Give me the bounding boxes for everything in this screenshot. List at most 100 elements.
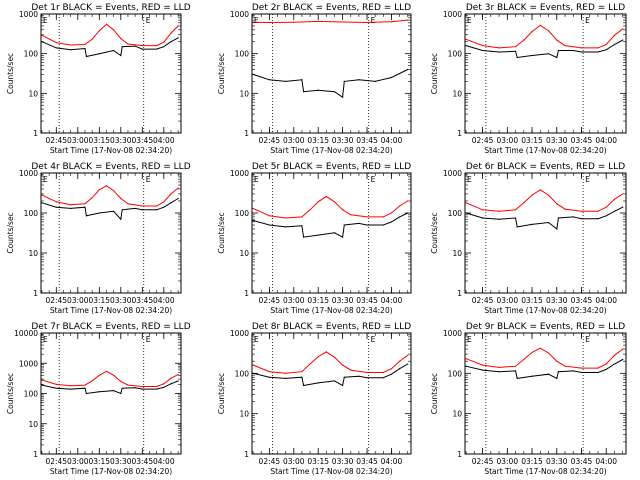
x-tick-label: 03:30: [110, 457, 132, 466]
data-point-red: [597, 367, 599, 369]
x-tick-label: 03:00: [67, 296, 89, 305]
data-point-black: [366, 224, 368, 226]
data-point-black: [70, 388, 72, 390]
data-point-black: [358, 222, 360, 224]
data-point-red: [580, 367, 583, 369]
data-point-black: [302, 384, 305, 387]
data-point-red: [399, 205, 401, 207]
data-point-black: [498, 51, 500, 53]
y-tick-label: 10: [239, 410, 249, 419]
data-point-black: [170, 41, 172, 43]
data-point-red: [120, 197, 122, 200]
data-point-red: [498, 210, 500, 212]
data-point-black: [514, 370, 517, 372]
data-point-black: [85, 392, 87, 395]
data-point-black: [252, 372, 254, 374]
data-point-black: [557, 49, 560, 52]
panel-5: Det 5r BLACK = Events, RED = LLD 1 10 100 10…: [217, 162, 412, 315]
data-point-black: [285, 377, 287, 379]
corner-annotation: E: [254, 175, 259, 184]
data-point-black: [343, 80, 345, 82]
x-tick-label: 03:45: [131, 457, 153, 466]
data-point-black: [516, 377, 518, 379]
data-point-black: [547, 53, 550, 55]
data-point-red: [350, 369, 352, 371]
x-axis-label: Start Time (17-Nov-08 02:34:20): [484, 467, 606, 476]
data-point-red: [333, 201, 336, 203]
data-point-red: [523, 202, 525, 204]
data-point-black: [514, 217, 517, 219]
y-tick-label: 1000: [230, 169, 249, 178]
data-point-red: [98, 30, 100, 32]
data-point-red: [465, 38, 467, 40]
data-point-red: [113, 190, 115, 192]
data-point-red: [120, 380, 122, 383]
data-point-red: [390, 368, 393, 370]
data-point-black: [605, 49, 607, 51]
data-point-red: [514, 365, 517, 367]
data-point-red: [407, 354, 409, 356]
x-tick-label: 03:30: [110, 296, 132, 305]
data-point-red: [539, 24, 541, 26]
y-tick-label: 1000: [443, 169, 462, 178]
data-point-red: [465, 358, 467, 360]
data-point-red: [622, 28, 624, 30]
data-point-black: [113, 49, 115, 52]
x-tick-label: 02:45: [45, 296, 67, 305]
data-point-red: [556, 360, 558, 362]
data-point-black: [516, 226, 518, 228]
data-point-red: [564, 365, 566, 367]
series-line-black: [252, 69, 408, 99]
y-tick-label: 10: [239, 249, 249, 258]
x-tick-label: 03:45: [571, 136, 593, 145]
data-point-black: [134, 387, 136, 389]
data-point-red: [465, 202, 467, 204]
series-line-red: [252, 351, 408, 374]
data-point-black: [163, 206, 165, 208]
data-point-black: [141, 48, 143, 50]
data-point-red: [293, 21, 295, 23]
data-point-black: [301, 225, 303, 227]
data-point-red: [285, 217, 287, 219]
corner-annotation: E: [585, 335, 590, 344]
x-tick-label: 02:45: [45, 457, 67, 466]
data-point-red: [622, 348, 624, 350]
plot-frame: [251, 13, 412, 134]
data-point-red: [342, 209, 344, 211]
data-point-black: [333, 232, 336, 234]
data-point-black: [41, 202, 43, 204]
data-point-red: [613, 34, 616, 36]
data-point-black: [342, 236, 344, 238]
data-point-black: [481, 369, 484, 371]
corner-annotation: E: [43, 335, 48, 344]
data-point-black: [597, 51, 599, 53]
x-tick-label: 03:15: [88, 136, 110, 145]
chart-title: Det 9r BLACK = Events, RED = LLD: [466, 322, 625, 332]
series-line-red: [253, 19, 408, 24]
data-point-red: [407, 200, 409, 202]
data-point-red: [105, 23, 108, 25]
data-point-red: [622, 193, 624, 195]
data-point-red: [382, 371, 384, 374]
plot-frame: [251, 172, 412, 294]
data-point-black: [407, 212, 409, 214]
data-point-red: [91, 197, 93, 199]
data-point-black: [41, 41, 43, 43]
data-point-black: [465, 44, 467, 47]
data-point-red: [141, 44, 143, 47]
x-tick-label: 04:00: [381, 296, 403, 305]
data-point-black: [556, 56, 558, 59]
corner-annotation: E: [467, 16, 472, 25]
y-tick-label: 1000: [230, 329, 249, 338]
panel-7: Det 7r BLACK = Events, RED = LLD 1 10 100 10…: [6, 322, 191, 476]
data-point-black: [268, 79, 270, 81]
data-point-black: [358, 79, 360, 81]
data-point-red: [605, 363, 607, 365]
data-point-red: [366, 216, 368, 218]
data-point-black: [580, 51, 583, 53]
x-tick-label: 03:15: [88, 457, 110, 466]
data-point-red: [41, 379, 43, 381]
y-tick-label: 10: [452, 89, 462, 98]
data-point-red: [547, 30, 550, 32]
data-point-black: [605, 368, 607, 371]
